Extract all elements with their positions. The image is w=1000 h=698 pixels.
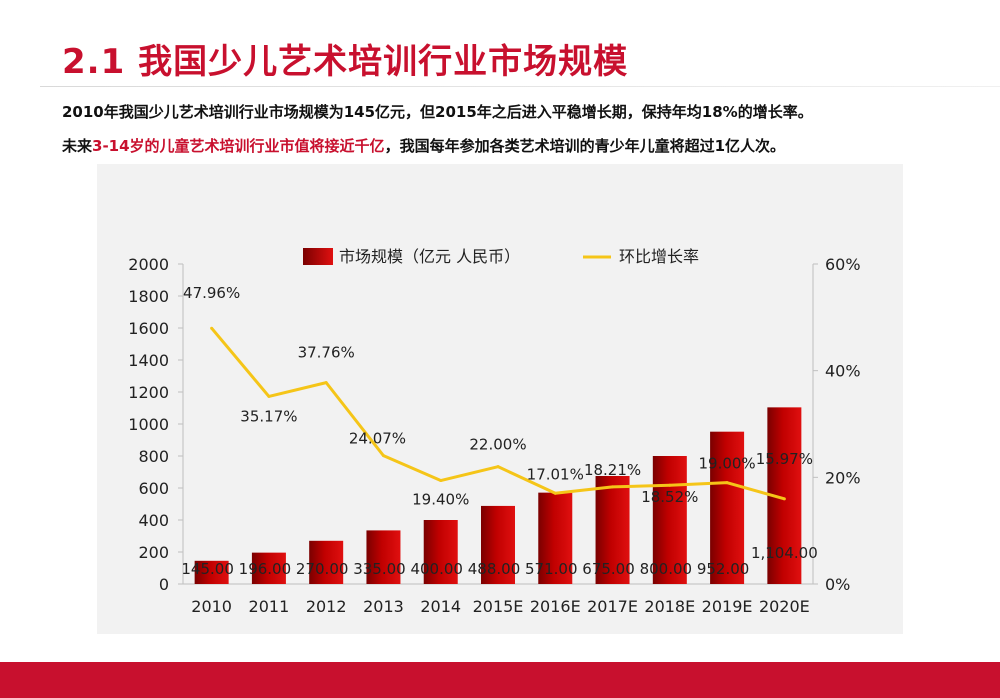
bar xyxy=(481,505,515,584)
line-data-label: 19.40% xyxy=(412,491,469,509)
y-left-tick-label: 600 xyxy=(138,479,169,498)
line-data-label: 35.17% xyxy=(240,407,297,425)
x-tick-label: 2012 xyxy=(306,597,347,616)
bar xyxy=(366,530,401,584)
market-size-chart: 0 200 400 600 800 1000 1200 1400 1600 1800 2000 0% 2… xyxy=(128,247,861,616)
legend-bar-label: 市场规模（亿元 人民币） xyxy=(339,247,520,266)
x-tick-label: 2014 xyxy=(420,597,461,616)
summary-line-2-suffix: ，我国每年参加各类艺术培训的青少年儿童将超过1亿人次。 xyxy=(384,137,786,155)
bar xyxy=(710,431,745,584)
y-left-tick-label: 0 xyxy=(159,575,169,594)
y-right-tick-label: 40% xyxy=(825,362,861,381)
line-data-label: 18.52% xyxy=(641,488,698,506)
x-tick-label: 2018E xyxy=(644,597,695,616)
growth-rate-point xyxy=(439,479,443,483)
y-left-tick-label: 800 xyxy=(138,447,169,466)
title-divider xyxy=(40,86,1000,87)
bar-data-label: 145.00 xyxy=(181,560,234,578)
growth-rate-point xyxy=(611,485,615,489)
y-left-tick-label: 1200 xyxy=(128,383,169,402)
x-tick-label: 2011 xyxy=(249,597,290,616)
bar-data-label: 675.00 xyxy=(582,560,635,578)
growth-rate-point xyxy=(267,394,271,398)
line-data-label: 24.07% xyxy=(349,430,406,448)
legend-bar-swatch xyxy=(303,248,333,265)
line-data-label: 19.00% xyxy=(698,455,755,473)
footer-bar xyxy=(0,662,1000,698)
y-right-tick-label: 0% xyxy=(825,575,850,594)
line-data-label: 17.01% xyxy=(527,465,584,483)
bar xyxy=(309,540,344,584)
bar-data-label: 335.00 xyxy=(353,560,406,578)
y-left-tick-label: 1400 xyxy=(128,351,169,370)
growth-rate-point xyxy=(210,326,214,330)
summary-line-2: 未来3-14岁的儿童艺术培训行业市值将接近千亿，我国每年参加各类艺术培训的青少年… xyxy=(62,135,785,156)
line-data-label: 47.96% xyxy=(183,284,240,302)
x-tick-label: 2016E xyxy=(530,597,581,616)
summary-line-1: 2010年我国少儿艺术培训行业市场规模为145亿元，但2015年之后进入平稳增长… xyxy=(62,103,813,121)
bar xyxy=(652,456,687,584)
bar xyxy=(194,560,229,584)
growth-rate-point xyxy=(381,454,385,458)
y-left-tick-label: 400 xyxy=(138,511,169,530)
x-tick-label: 2019E xyxy=(702,597,753,616)
growth-rate-point xyxy=(496,465,500,469)
summary-line-2-highlight: 3-14岁的儿童艺术培训行业市值将接近千亿 xyxy=(92,137,385,155)
summary-line-2-prefix: 未来 xyxy=(62,137,93,155)
growth-rate-point xyxy=(324,381,328,385)
bar-data-label: 1,104.00 xyxy=(751,544,818,562)
line-data-label: 37.76% xyxy=(298,344,355,362)
bar xyxy=(251,552,286,584)
chart-panel: 0 200 400 600 800 1000 1200 1400 1600 1800 2000 0% 2… xyxy=(97,164,903,634)
y-left-tick-label: 200 xyxy=(138,543,169,562)
x-tick-label: 2010 xyxy=(191,597,232,616)
bar-data-label: 196.00 xyxy=(239,560,292,578)
bar-data-label: 488.00 xyxy=(468,560,521,578)
x-tick-label: 2013 xyxy=(363,597,404,616)
y-right-tick-label: 20% xyxy=(825,468,861,487)
bar-data-label: 800.00 xyxy=(640,560,693,578)
bar xyxy=(423,520,458,584)
y-left-tick-label: 1000 xyxy=(128,415,169,434)
y-right-tick-label: 60% xyxy=(825,255,861,274)
x-tick-label: 2015E xyxy=(473,597,524,616)
growth-rate-point xyxy=(725,481,729,485)
bar-data-label: 952.00 xyxy=(697,560,750,578)
x-tick-label: 2020E xyxy=(759,597,810,616)
bar xyxy=(538,492,573,584)
line-data-label: 18.21% xyxy=(584,461,641,479)
line-data-label: 15.97% xyxy=(756,450,813,468)
y-left-tick-label: 2000 xyxy=(128,255,169,274)
y-left-tick-label: 1600 xyxy=(128,319,169,338)
y-left-tick-label: 1800 xyxy=(128,287,169,306)
growth-rate-point xyxy=(553,491,557,495)
bar-data-label: 400.00 xyxy=(410,560,463,578)
x-tick-label: 2017E xyxy=(587,597,638,616)
line-data-label: 22.00% xyxy=(469,436,526,454)
growth-rate-point xyxy=(668,483,672,487)
bar xyxy=(595,476,630,584)
legend-line-label: 环比增长率 xyxy=(619,247,699,266)
bar-data-label: 571.00 xyxy=(525,560,578,578)
bar-data-label: 270.00 xyxy=(296,560,349,578)
page-title: 2.1 我国少儿艺术培训行业市场规模 xyxy=(62,42,629,82)
growth-rate-point xyxy=(782,497,786,501)
